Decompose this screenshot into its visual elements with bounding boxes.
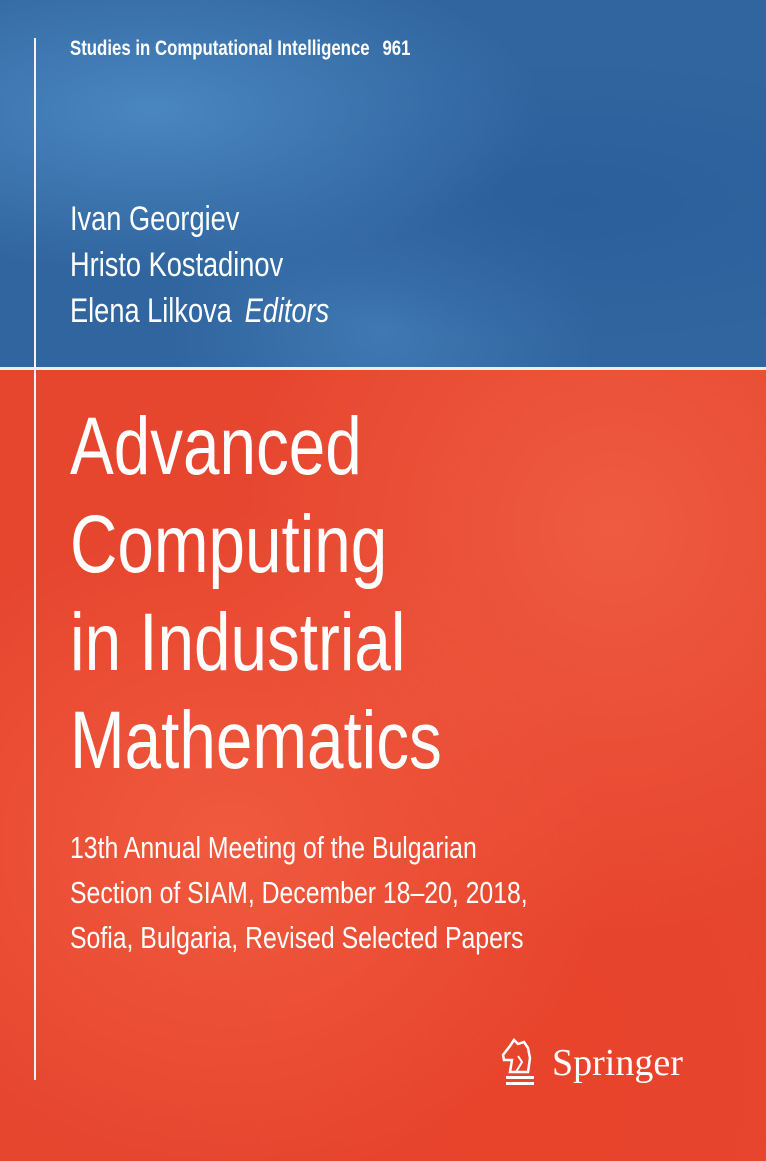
editor-name: Hristo Kostadinov [70,246,284,284]
editor-name: Ivan Georgiev [70,200,240,238]
series-name: Studies in Computational Intelligence [70,37,370,60]
series-number: 961 [382,37,411,60]
publisher-logo: Springer [500,1038,683,1088]
editor-name-last: Elena Lilkova Editors [70,292,329,331]
bottom-red-band [0,370,766,1161]
editors-label: Editors [244,292,330,330]
editor-name: Elena Lilkova [70,292,232,330]
book-title-line: in Industrial [70,597,406,688]
series-title: Studies in Computational Intelligence 961 [70,37,410,61]
subtitle-line: Section of SIAM, December 18–20, 2018, [70,875,528,910]
publisher-name: Springer [552,1042,683,1084]
band-divider [0,367,766,370]
top-blue-band [0,0,766,367]
subtitle-line: Sofia, Bulgaria, Revised Selected Papers [70,920,524,955]
book-title-line: Computing [70,499,388,590]
vertical-rule [34,38,36,1080]
subtitle-line: 13th Annual Meeting of the Bulgarian [70,830,477,865]
book-title-line: Mathematics [70,695,442,786]
book-title-line: Advanced [70,401,362,492]
springer-horse-icon [501,1038,534,1085]
